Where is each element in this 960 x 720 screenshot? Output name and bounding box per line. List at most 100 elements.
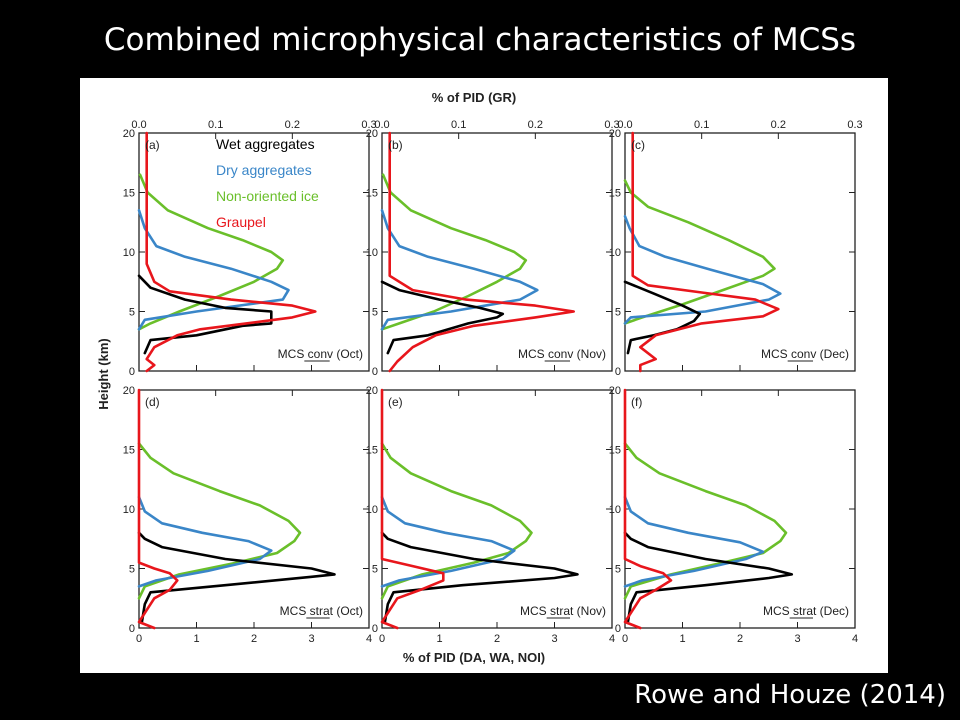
y-tick-label: 5 [129,307,135,319]
y-tick-label: 10 [366,247,378,259]
x-tick-label: 3 [551,633,557,645]
y-tick-label: 5 [129,564,135,576]
y-tick-label: 15 [609,445,621,457]
slide-title: Combined microphysical characteristics o… [103,22,857,58]
x-tick-label: 0 [379,633,385,645]
x-tick-label: 3 [308,633,314,645]
y-tick-label: 15 [123,188,135,200]
top-tick-label: 0.0 [131,119,146,131]
y-tick-label: 5 [372,307,378,319]
series-line-graupel [145,131,317,373]
x-tick-label: 2 [737,633,743,645]
panel-label: (b) [388,138,403,152]
series-line-dry-aggregates [380,495,516,588]
x-tick-label: 2 [494,633,500,645]
series-line-dry-aggregates [137,495,273,588]
top-axis-title: % of PID (GR) [432,90,517,105]
series-line-wet-aggregates [380,531,579,624]
y-tick-label: 5 [372,564,378,576]
top-tick-label: 0.3 [604,119,619,131]
legend: Wet aggregates Dry aggregates Non-oriented… [216,136,319,230]
x-tick-label: 3 [794,633,800,645]
series-line-dry-aggregates [623,495,765,588]
series-line-graupel [137,388,179,630]
series-line-graupel [388,131,576,373]
panel-title: MCS conv (Oct) [278,347,363,361]
panel-title: MCS conv (Dec) [761,347,849,361]
y-tick-label: 0 [372,623,378,635]
panel-4: 0 5 10 15 20 0 1 2 3 4 (d) MCS strat (Oct) [123,385,372,645]
panel-5: 0 5 10 15 20 0 1 2 3 4 (e) MCS strat (Nov) [366,385,615,645]
series-line-non-oriented-ice [623,179,776,325]
top-tick-label: 0.0 [374,119,389,131]
series-line-graupel [631,131,780,373]
y-tick-label: 10 [366,504,378,516]
panel-title: MCS strat (Oct) [280,604,363,618]
y-tick-label: 20 [609,385,621,397]
y-tick-label: 0 [129,623,135,635]
x-tick-label: 0 [622,633,628,645]
y-tick-label: 20 [366,385,378,397]
top-tick-label: 0.1 [694,119,709,131]
x-tick-label: 4 [609,633,615,645]
panel-label: (e) [388,395,403,409]
y-axis-title: Height (km) [96,338,111,410]
y-tick-label: 15 [366,188,378,200]
series-line-dry-aggregates [137,209,290,331]
series-line-non-oriented-ice [137,442,302,600]
panel-6: 0 5 10 15 20 0 1 2 3 4 (f) MCS strat (Dec) [609,385,858,645]
y-tick-label: 20 [609,128,621,140]
top-tick-label: 0.1 [208,119,223,131]
panel-label: (a) [145,138,160,152]
top-tick-label: 0.2 [285,119,300,131]
y-tick-label: 10 [609,247,621,259]
x-tick-label: 4 [366,633,372,645]
y-tick-label: 20 [366,128,378,140]
y-tick-label: 15 [123,445,135,457]
y-tick-label: 10 [123,504,135,516]
panel-label: (c) [631,138,645,152]
legend-item-graupel: Graupel [216,214,266,230]
series-line-non-oriented-ice [137,173,285,331]
y-tick-label: 10 [609,504,621,516]
y-tick-label: 0 [615,366,621,378]
top-tick-label: 0.2 [771,119,786,131]
figure-background [80,78,888,673]
x-tick-label: 4 [852,633,858,645]
top-tick-label: 0.3 [361,119,376,131]
panel-title: MCS strat (Nov) [520,604,606,618]
legend-item-dry-aggregates: Dry aggregates [216,162,312,178]
y-tick-label: 0 [615,623,621,635]
x-tick-label: 2 [251,633,257,645]
y-tick-label: 0 [372,366,378,378]
y-tick-label: 5 [615,564,621,576]
top-tick-label: 0.3 [847,119,862,131]
panel-label: (f) [631,395,642,409]
series-line-wet-aggregates [137,531,336,624]
series-line-dry-aggregates [380,209,539,331]
series-line-wet-aggregates [623,531,794,624]
series-line-graupel [623,388,673,630]
y-tick-label: 20 [123,385,135,397]
series-line-graupel [380,388,445,630]
top-tick-label: 0.2 [528,119,543,131]
x-tick-label: 1 [679,633,685,645]
legend-item-wet-aggregates: Wet aggregates [216,136,315,152]
top-tick-label: 0.1 [451,119,466,131]
series-line-non-oriented-ice [380,442,533,600]
legend-item-non-oriented-ice: Non-oriented ice [216,188,319,204]
series-line-wet-aggregates [623,280,702,355]
citation: Rowe and Houze (2014) [634,680,946,710]
panel-title: MCS strat (Dec) [763,604,849,618]
panel-3: 0 5 10 15 200.0 0.1 0.2 0.3 (c) MCS conv (Dec) [609,119,863,378]
x-tick-label: 0 [136,633,142,645]
y-tick-label: 20 [123,128,135,140]
bottom-axis-title: % of PID (DA, WA, NOI) [403,650,545,665]
panel-label: (d) [145,395,160,409]
top-tick-label: 0.0 [617,119,632,131]
y-tick-label: 15 [609,188,621,200]
series-line-non-oriented-ice [380,173,528,331]
